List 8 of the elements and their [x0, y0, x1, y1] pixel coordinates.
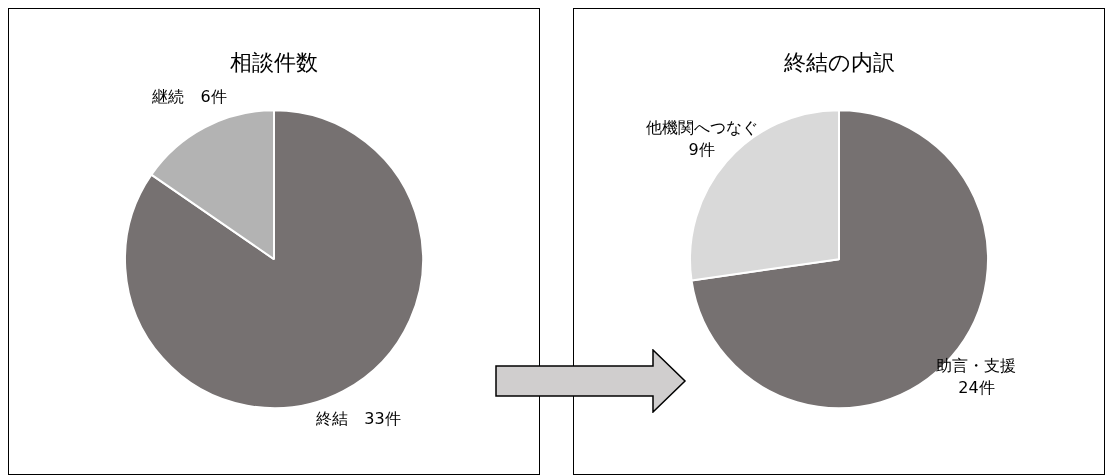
data-label: 9件 [688, 140, 715, 160]
slice-label: 終結 33件 [315, 409, 401, 429]
slice-label: 助言・支援 [936, 356, 1017, 376]
chart-title: 終結の内訳 [782, 49, 895, 75]
chart-title: 相談件数 [230, 49, 318, 75]
slice-label: 他機関へつなぐ [645, 118, 758, 138]
slice-label: 継続 6件 [151, 87, 227, 107]
data-label: 24件 [958, 378, 995, 398]
